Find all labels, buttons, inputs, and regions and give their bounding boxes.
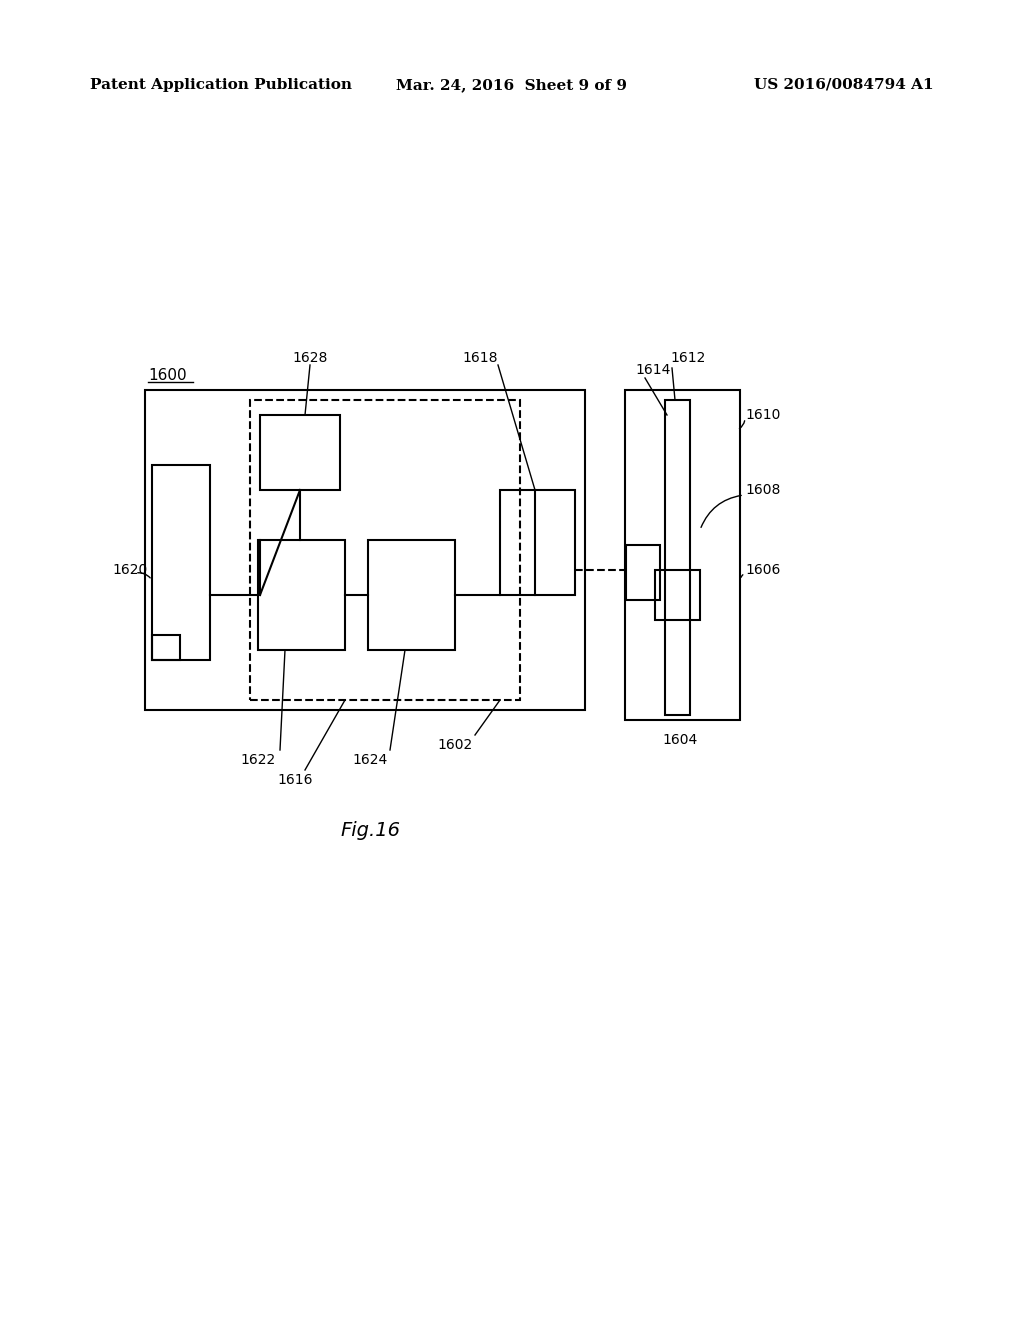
Bar — [260, 414, 340, 490]
Text: Mar. 24, 2016  Sheet 9 of 9: Mar. 24, 2016 Sheet 9 of 9 — [396, 78, 628, 92]
Text: 1616: 1616 — [278, 774, 312, 787]
Bar — [626, 545, 660, 601]
Text: 1604: 1604 — [663, 733, 697, 747]
Text: 1624: 1624 — [352, 752, 388, 767]
Text: 1620: 1620 — [112, 564, 147, 577]
Text: 1618: 1618 — [462, 351, 498, 366]
Text: 1622: 1622 — [241, 752, 275, 767]
Bar — [368, 540, 455, 649]
Text: 1606: 1606 — [745, 564, 780, 577]
Text: US 2016/0084794 A1: US 2016/0084794 A1 — [755, 78, 934, 92]
Bar — [152, 465, 210, 660]
Bar — [258, 540, 345, 649]
Text: 1608: 1608 — [745, 483, 780, 498]
Bar — [625, 389, 740, 719]
Text: 1628: 1628 — [292, 351, 328, 366]
Bar — [655, 570, 700, 620]
Bar — [152, 635, 180, 660]
Text: 1610: 1610 — [745, 408, 780, 422]
Text: 1600: 1600 — [148, 367, 186, 383]
Bar — [665, 400, 690, 715]
Text: 1612: 1612 — [670, 351, 706, 366]
Text: 1602: 1602 — [437, 738, 473, 752]
Bar — [500, 490, 575, 595]
Text: Fig.16: Fig.16 — [340, 821, 400, 840]
Bar — [145, 389, 585, 710]
Text: 1614: 1614 — [635, 363, 671, 378]
Text: Patent Application Publication: Patent Application Publication — [90, 78, 352, 92]
